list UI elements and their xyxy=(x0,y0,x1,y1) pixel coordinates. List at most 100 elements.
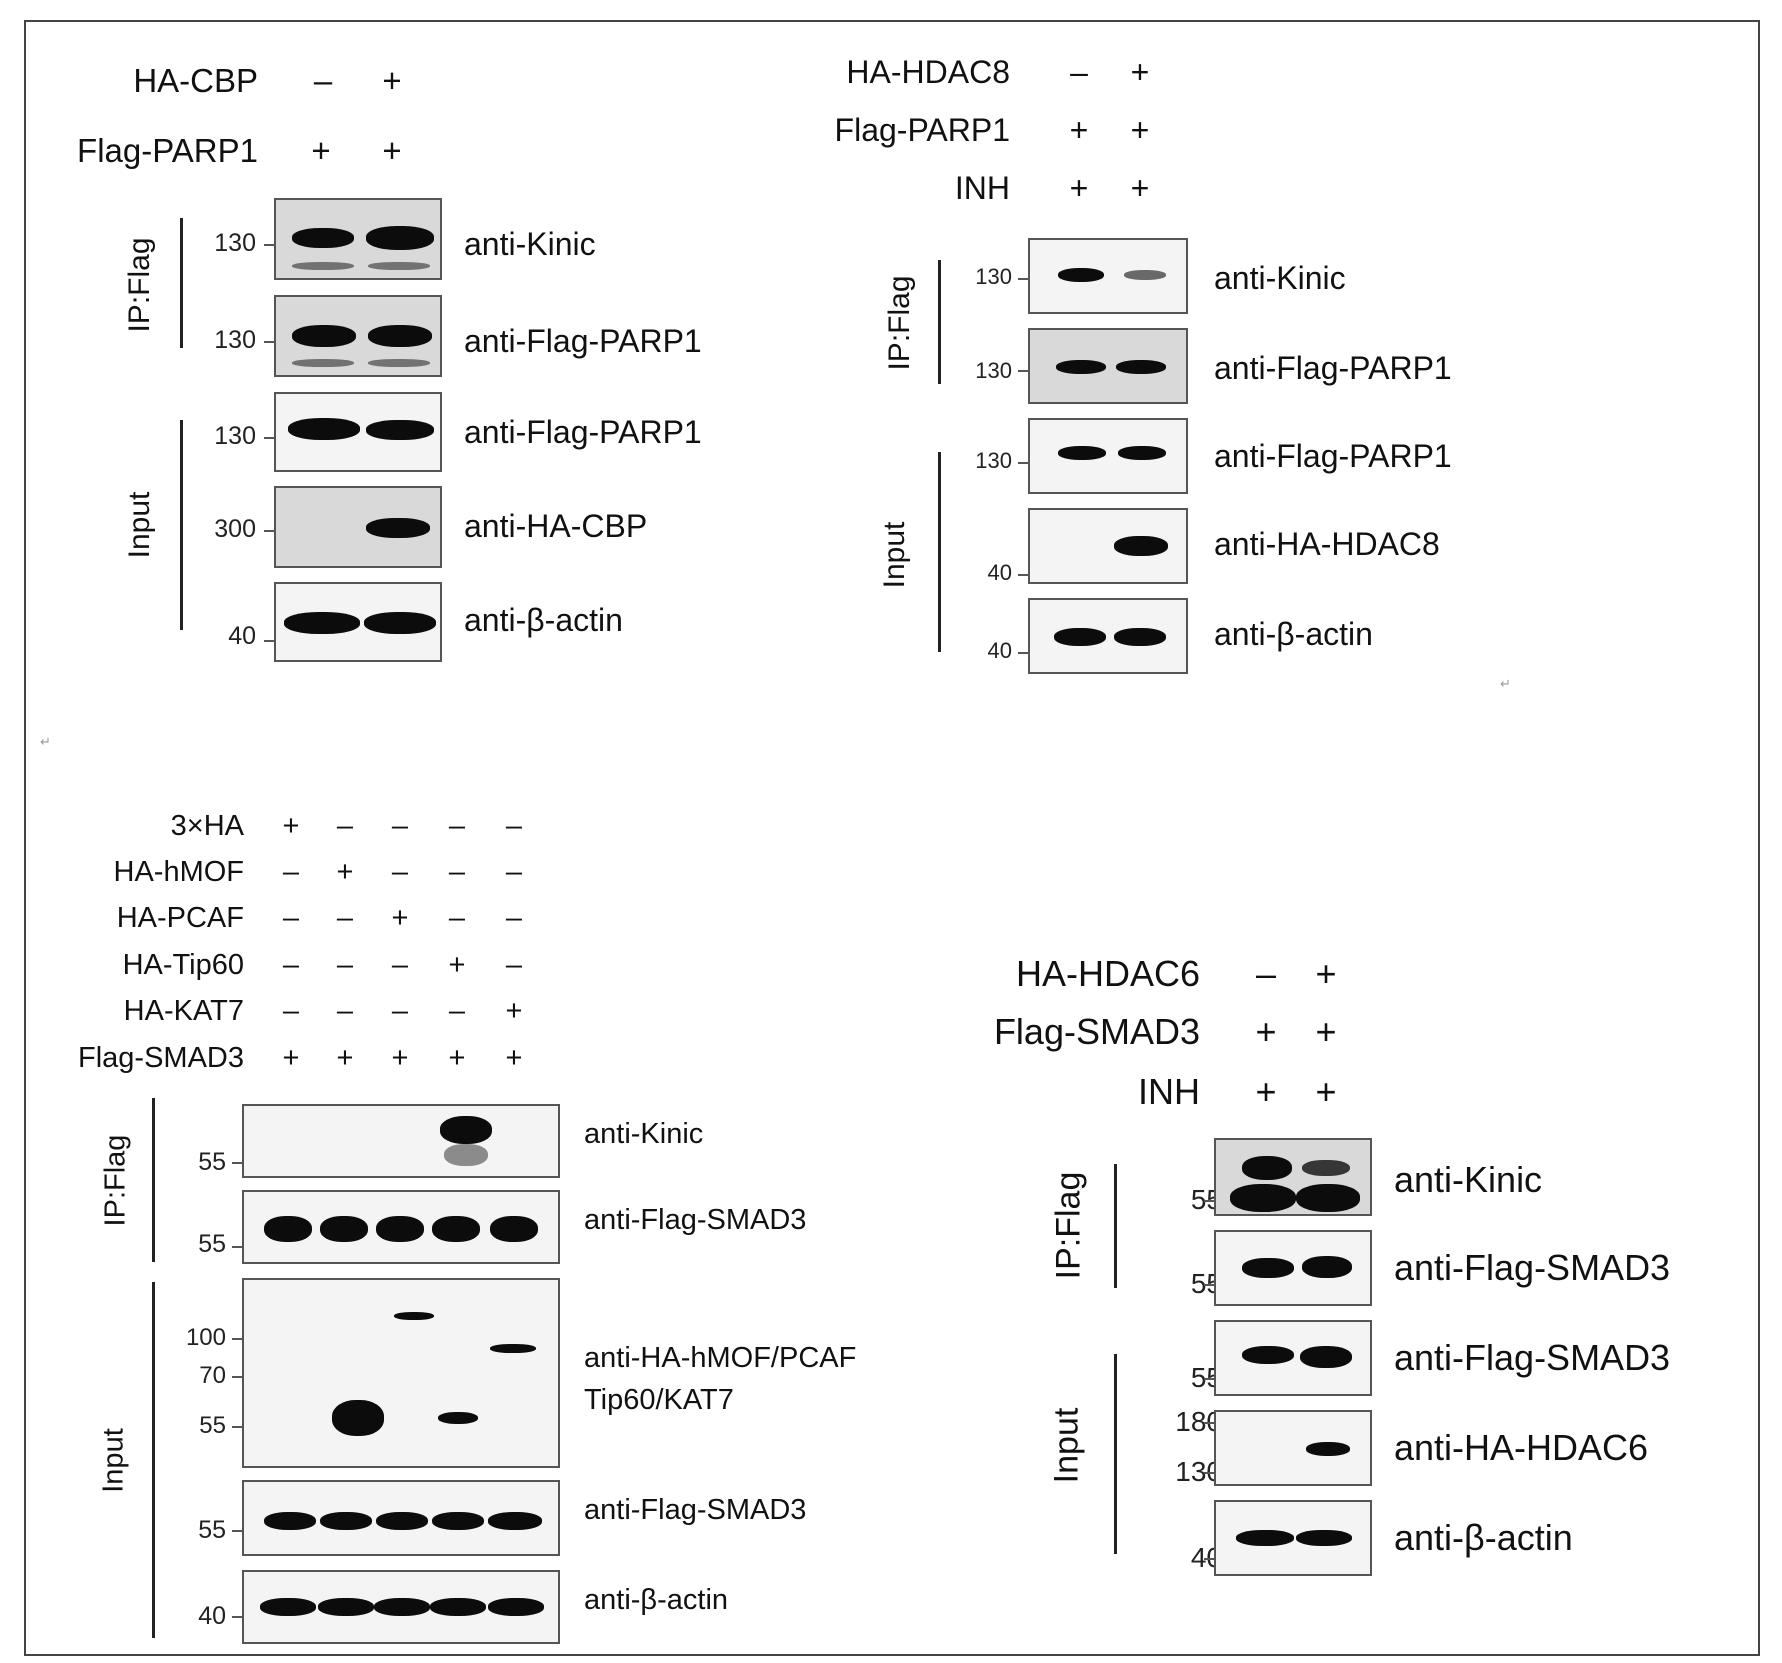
antibody-label: anti-HA-HDAC8 xyxy=(1214,526,1440,562)
band xyxy=(1230,1184,1296,1212)
mw-marker: 70 xyxy=(199,1362,226,1389)
mw-tick xyxy=(264,437,274,439)
ip-bracket xyxy=(152,1098,155,1262)
mw-marker: 130 xyxy=(214,422,256,450)
antibody-label: anti-β-actin xyxy=(584,1584,729,1616)
sign: + xyxy=(505,995,523,1027)
mw-tick xyxy=(232,1162,242,1164)
band xyxy=(1242,1156,1292,1180)
row-label: INH xyxy=(954,170,1010,206)
mw-tick xyxy=(264,244,274,246)
band xyxy=(490,1216,538,1242)
sign: + xyxy=(1069,170,1089,206)
band xyxy=(366,518,430,538)
band xyxy=(444,1144,488,1166)
blot-beta-actin xyxy=(1028,598,1188,674)
mw-tick xyxy=(232,1530,242,1532)
antibody-label: anti-β-actin xyxy=(1394,1517,1573,1558)
antibody-label: anti-HA-hMOF/PCAF xyxy=(584,1342,857,1374)
sign: – xyxy=(313,62,333,99)
mw-marker: 55 xyxy=(199,1412,226,1439)
antibody-label: anti-Flag-SMAD3 xyxy=(584,1494,807,1526)
mw-marker: 300 xyxy=(214,515,256,543)
antibody-label: anti-Flag-PARP1 xyxy=(464,414,702,450)
band xyxy=(368,325,432,347)
mw-marker: 130 xyxy=(214,229,256,257)
mw-tick xyxy=(232,1338,242,1340)
blot-beta-actin xyxy=(242,1570,560,1644)
mw-tick xyxy=(264,341,274,343)
blot-ha-acetyltransferases xyxy=(242,1278,560,1468)
sign: – xyxy=(391,810,409,842)
band xyxy=(288,418,360,440)
mw-tick xyxy=(1018,652,1028,654)
blot-ha-hdac6 xyxy=(1214,1410,1372,1486)
band xyxy=(366,226,434,250)
row-label: HA-PCAF xyxy=(116,902,244,934)
antibody-label: anti-Flag-SMAD3 xyxy=(1394,1247,1671,1288)
sign: – xyxy=(448,810,466,842)
sign: + xyxy=(1069,112,1089,148)
mw-marker: 130 xyxy=(975,448,1012,473)
band xyxy=(1058,446,1106,460)
sign: – xyxy=(336,995,354,1027)
band xyxy=(1296,1530,1352,1546)
input-bracket xyxy=(1114,1354,1117,1554)
sign: + xyxy=(1315,1011,1337,1052)
sign: – xyxy=(282,949,300,981)
antibody-label: anti-Kinic xyxy=(464,226,596,262)
blot-kinic xyxy=(274,198,442,280)
band xyxy=(376,1512,428,1530)
band xyxy=(488,1512,542,1530)
mw-marker: 130 xyxy=(214,326,256,354)
blot-flag-smad3-input xyxy=(242,1480,560,1556)
antibody-label: anti-Flag-PARP1 xyxy=(1214,438,1452,474)
mw-marker: 100 xyxy=(185,1324,226,1351)
band xyxy=(318,1598,374,1616)
row-label: 3×HA xyxy=(170,810,244,842)
antibody-label: anti-Flag-PARP1 xyxy=(464,323,702,359)
blot-beta-actin xyxy=(274,582,442,662)
band xyxy=(1242,1346,1294,1364)
sign: + xyxy=(1315,1071,1337,1112)
row-label: Flag-PARP1 xyxy=(834,112,1010,148)
row-label: HA-hMOF xyxy=(113,856,245,888)
row-label: Flag-PARP1 xyxy=(77,132,258,169)
band xyxy=(1302,1160,1350,1176)
band xyxy=(264,1512,316,1530)
return-mark: ↵ xyxy=(1500,676,1511,691)
sign: + xyxy=(311,132,331,169)
blot-kinic xyxy=(242,1104,560,1178)
sign: – xyxy=(505,856,523,888)
sign: – xyxy=(336,949,354,981)
sign: – xyxy=(391,856,409,888)
ip-group-label: IP:Flag xyxy=(1049,1171,1088,1280)
mw-marker: 40 xyxy=(987,560,1012,585)
band xyxy=(366,420,434,440)
antibody-label: anti-Kinic xyxy=(1214,260,1346,296)
blot-flag-smad3-ip xyxy=(242,1190,560,1264)
band xyxy=(432,1216,480,1242)
mw-tick xyxy=(1204,1422,1214,1424)
blot-flag-smad3-input xyxy=(1214,1320,1372,1396)
mw-tick xyxy=(232,1616,242,1618)
band xyxy=(1054,628,1106,646)
band xyxy=(368,359,430,367)
sign: – xyxy=(505,810,523,842)
band xyxy=(1114,628,1166,646)
input-bracket xyxy=(152,1282,155,1638)
sign: + xyxy=(336,856,354,888)
band xyxy=(432,1512,484,1530)
mw-tick xyxy=(232,1376,242,1378)
mw-marker: 55 xyxy=(198,1230,226,1258)
sign: + xyxy=(1130,170,1150,206)
mw-tick xyxy=(1204,1200,1214,1202)
sign: – xyxy=(336,810,354,842)
mw-tick xyxy=(1018,574,1028,576)
sign: – xyxy=(505,949,523,981)
antibody-label: Tip60/KAT7 xyxy=(584,1384,734,1416)
sign: + xyxy=(1130,54,1150,90)
mw-marker: 40 xyxy=(228,622,256,650)
blot-flag-parp1-ip xyxy=(1028,328,1188,404)
blot-flag-parp1-ip xyxy=(274,295,442,377)
